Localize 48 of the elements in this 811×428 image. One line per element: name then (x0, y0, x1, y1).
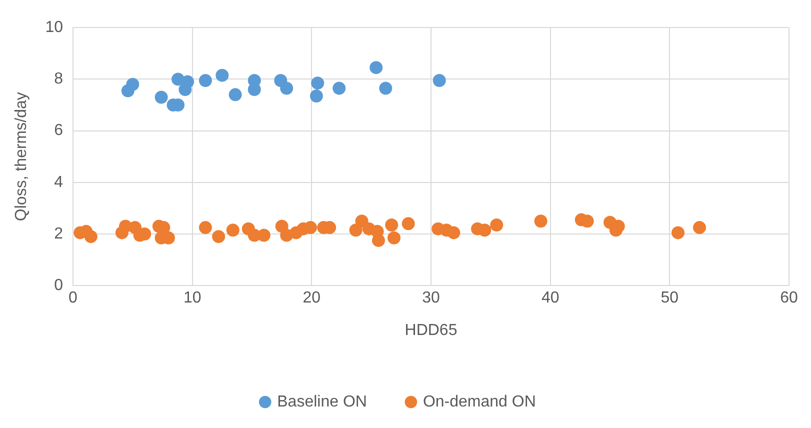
y-tick-label: 0 (54, 277, 64, 294)
y-tick-label: 6 (54, 122, 64, 140)
y-axis-title: Qloss, therms/day (13, 92, 30, 222)
point (280, 82, 294, 95)
point (478, 224, 492, 237)
point (372, 234, 385, 247)
point (311, 76, 324, 90)
point (216, 68, 229, 82)
point (672, 226, 685, 240)
point (388, 231, 401, 244)
point (349, 224, 362, 237)
point (257, 228, 270, 242)
point (355, 214, 368, 228)
y-tick-label: 8 (54, 70, 64, 88)
point (310, 89, 323, 102)
x-tick-label: 0 (68, 290, 78, 307)
point (212, 230, 226, 244)
point (693, 221, 706, 234)
point (226, 224, 240, 237)
y-tick-label: 10 (45, 19, 64, 36)
point (198, 221, 212, 234)
point (181, 75, 194, 88)
x-tick-label: 50 (660, 290, 679, 307)
point (248, 83, 261, 96)
point (198, 74, 212, 87)
point (370, 61, 383, 74)
x-axis-title: HDD65 (404, 322, 458, 339)
x-tick-label: 40 (541, 290, 560, 307)
point (432, 74, 446, 87)
point (534, 214, 548, 228)
x-tick-label: 20 (302, 290, 321, 307)
point (228, 88, 242, 102)
point (402, 217, 415, 230)
point (126, 78, 140, 91)
y-tick-label: 4 (54, 174, 64, 191)
point (385, 218, 398, 232)
x-tick-label: 60 (780, 290, 798, 307)
point (332, 82, 346, 95)
point (84, 230, 98, 244)
point (490, 218, 504, 232)
point (154, 90, 168, 104)
y-tick-label: 2 (54, 225, 64, 242)
legend-label: Baseline ON (277, 393, 367, 410)
point (379, 82, 392, 95)
point (447, 226, 460, 240)
legend-label: On-demand ON (422, 393, 536, 410)
x-tick-label: 10 (183, 290, 202, 307)
x-tick-label: 30 (422, 290, 440, 307)
